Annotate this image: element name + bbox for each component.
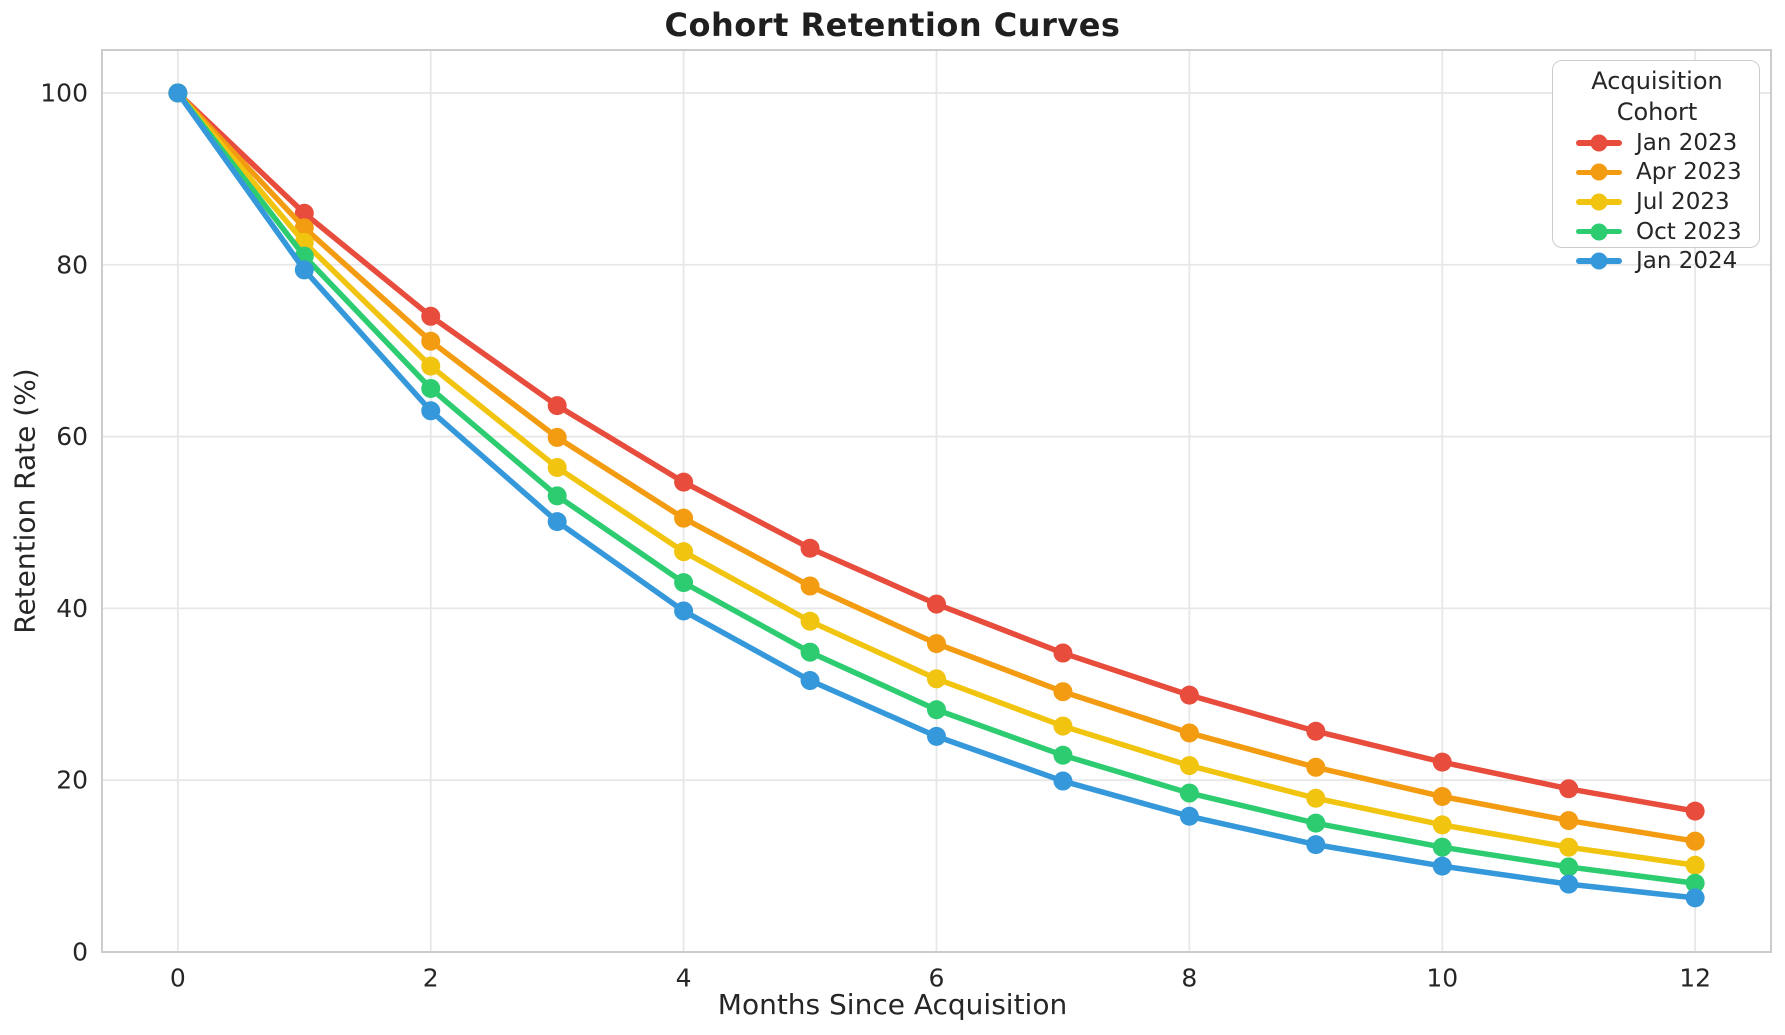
data-point-oct-2023 [1559,857,1579,877]
legend-line-sample [1576,252,1622,270]
legend-marker-dot [1590,223,1608,241]
data-point-jan-2023 [800,538,820,558]
legend-marker-dot [1590,193,1608,211]
data-point-jan-2023 [1559,779,1579,799]
data-point-jan-2023 [421,306,441,326]
data-point-apr-2023 [800,576,820,596]
data-point-oct-2023 [1306,813,1326,833]
data-point-apr-2023 [1306,757,1326,777]
x-tick-label: 6 [929,963,945,992]
data-point-jul-2023 [1306,788,1326,808]
x-tick-label: 8 [1181,963,1197,992]
legend-marker-dot [1590,163,1608,181]
data-point-jan-2024 [1432,856,1452,876]
data-point-oct-2023 [1432,837,1452,857]
x-tick-label: 0 [170,963,186,992]
data-point-apr-2023 [1053,682,1073,702]
data-point-jan-2023 [1685,801,1705,821]
data-point-jan-2023 [1053,643,1073,663]
data-point-oct-2023 [800,642,820,662]
data-point-jan-2023 [927,594,946,614]
chart-title: Cohort Retention Curves [664,6,1121,44]
data-point-jan-2024 [800,671,820,691]
data-point-jan-2024 [1559,874,1579,894]
data-point-apr-2023 [1432,787,1452,807]
data-point-jan-2024 [1306,835,1326,855]
legend-entries: Jan 2023 Apr 2023 Jul 2023 Oct 2023 Jan 2024 [1563,128,1751,276]
legend-marker-dot [1590,134,1608,152]
data-point-oct-2023 [1179,783,1199,803]
data-point-oct-2023 [927,700,946,720]
data-point-jan-2024 [1685,888,1705,908]
data-point-apr-2023 [674,508,694,528]
data-point-oct-2023 [1053,745,1073,765]
data-point-jul-2023 [1685,855,1705,875]
data-point-apr-2023 [1179,723,1199,743]
data-point-jan-2024 [674,601,694,621]
legend-entry-label: Jan 2023 [1636,129,1738,156]
legend-entry-label: Apr 2023 [1636,159,1742,186]
data-point-jul-2023 [1053,716,1073,736]
legend-entry-jan-2024: Jan 2024 [1563,246,1751,276]
data-point-jul-2023 [1559,837,1579,857]
x-tick-label: 12 [1679,963,1711,992]
data-point-jul-2023 [547,457,567,477]
data-point-apr-2023 [1559,811,1579,831]
legend-line-sample [1576,193,1622,211]
data-point-jul-2023 [674,542,694,562]
data-point-jan-2023 [1432,752,1452,772]
data-point-jan-2024 [421,401,441,421]
data-point-oct-2023 [1685,873,1705,893]
data-point-jul-2023 [1432,815,1452,835]
legend: Acquisition Cohort Jan 2023 Apr 2023 Jul 2… [1552,60,1760,274]
x-tick-label: 4 [676,963,692,992]
data-point-jan-2024 [294,260,314,280]
x-tick-label: 10 [1426,963,1458,992]
data-point-oct-2023 [674,573,694,593]
y-tick-label: 40 [56,594,88,623]
legend-line-sample [1576,134,1622,152]
data-point-jan-2024 [927,726,946,746]
data-point-apr-2023 [1685,831,1705,851]
y-tick-label: 20 [56,766,88,795]
y-tick-label: 0 [72,938,88,967]
legend-title: Acquisition Cohort [1591,67,1723,126]
legend-line-sample [1576,223,1622,241]
legend-entry-jul-2023: Jul 2023 [1563,187,1751,217]
data-point-jan-2023 [1306,721,1326,741]
data-point-oct-2023 [547,486,567,506]
y-tick-label: 100 [40,78,88,107]
data-point-jan-2023 [547,396,567,416]
data-point-jan-2023 [294,203,314,223]
data-point-apr-2023 [547,427,567,447]
data-point-jul-2023 [421,356,441,376]
data-point-jan-2023 [674,472,694,492]
legend-entry-jan-2023: Jan 2023 [1563,128,1751,158]
x-axis-label: Months Since Acquisition [717,988,1068,1021]
legend-entry-label: Jul 2023 [1636,188,1730,215]
data-point-jul-2023 [927,669,946,689]
y-tick-label: 80 [56,250,88,279]
legend-entry-label: Jan 2024 [1636,248,1738,275]
x-tick-label: 2 [423,963,439,992]
data-point-jan-2024 [1179,806,1199,826]
data-point-jul-2023 [1179,756,1199,776]
data-point-jan-2024 [1053,771,1073,791]
data-point-jan-2024 [547,512,567,532]
axes-spines [101,49,1772,953]
legend-line-sample [1576,163,1622,181]
data-point-oct-2023 [421,378,441,398]
y-tick-label: 60 [56,422,88,451]
legend-entry-apr-2023: Apr 2023 [1563,158,1751,188]
data-point-jul-2023 [800,611,820,631]
data-point-apr-2023 [927,634,946,654]
data-point-apr-2023 [421,331,441,351]
legend-entry-oct-2023: Oct 2023 [1563,217,1751,247]
legend-marker-dot [1590,252,1608,270]
legend-entry-label: Oct 2023 [1636,218,1742,245]
data-point-jan-2024 [168,83,188,103]
data-point-jan-2023 [1179,685,1199,705]
